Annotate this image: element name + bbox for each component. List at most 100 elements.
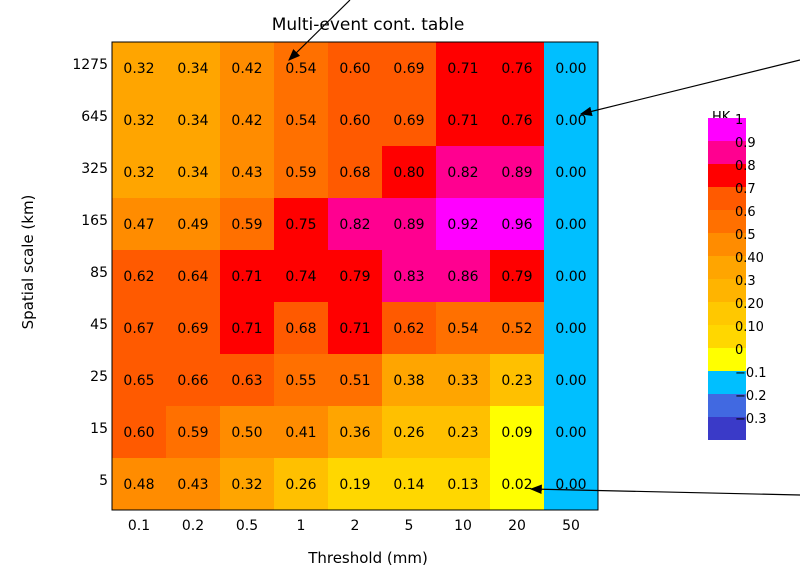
x-axis-label: Threshold (mm) [307, 549, 428, 567]
heatmap-cell [382, 354, 436, 406]
cell-value-label: 0.32 [231, 477, 262, 493]
cell-value-label: 0.34 [177, 113, 208, 129]
cell-value-label: 0.96 [501, 217, 532, 233]
cell-value-label: 0.62 [123, 269, 154, 285]
heatmap-cell [274, 250, 328, 302]
cell-value-label: 0.68 [339, 165, 370, 181]
heatmap-cell [112, 146, 166, 198]
heatmap-cell [544, 302, 598, 354]
heatmap-cell [274, 458, 328, 510]
heatmap-cell [544, 250, 598, 302]
cell-value-label: 0.67 [123, 321, 154, 337]
x-tick-label: 0.5 [236, 518, 258, 534]
cell-value-label: 0.00 [555, 61, 586, 77]
heatmap-cell [112, 250, 166, 302]
heatmap-cell [436, 354, 490, 406]
cell-value-label: 0.59 [177, 425, 208, 441]
cell-value-label: 0.82 [339, 217, 370, 233]
heatmap-cell [382, 458, 436, 510]
y-tick-label: 165 [81, 213, 108, 229]
cell-value-label: 0.66 [177, 373, 208, 389]
heatmap-cell [166, 458, 220, 510]
cell-value-label: 0.32 [123, 61, 154, 77]
heatmap-cell [274, 198, 328, 250]
heatmap-cell [382, 406, 436, 458]
cell-value-label: 0.64 [177, 269, 208, 285]
cell-value-label: 0.86 [447, 269, 478, 285]
colorbar-label: 0.3 [735, 274, 756, 289]
annotation-arrow [529, 484, 800, 496]
heatmap-cell [166, 198, 220, 250]
heatmap-cell [382, 250, 436, 302]
cell-value-label: 0.65 [123, 373, 154, 389]
heatmap-cell [328, 198, 382, 250]
cell-value-label: 0.09 [501, 425, 532, 441]
heatmap-cell [220, 94, 274, 146]
colorbar-swatch [708, 302, 746, 325]
colorbar-label: −0.3 [735, 412, 767, 427]
colorbar-label: 0.40 [735, 251, 764, 266]
heatmap-cell [436, 198, 490, 250]
heatmap-cell [274, 406, 328, 458]
heatmap-cell [328, 354, 382, 406]
heatmap-cell [220, 250, 274, 302]
colorbar-swatch [708, 279, 746, 302]
heatmap-cell [436, 406, 490, 458]
heatmap-cell [220, 302, 274, 354]
cell-value-label: 0.00 [555, 217, 586, 233]
cell-value-label: 0.69 [393, 61, 424, 77]
cell-value-label: 0.59 [231, 217, 262, 233]
cell-value-label: 0.33 [447, 373, 478, 389]
x-tick-label: 50 [562, 518, 580, 534]
cell-value-label: 0.50 [231, 425, 262, 441]
cell-value-label: 0.19 [339, 477, 370, 493]
colorbar-label: 0.6 [735, 205, 756, 220]
cell-value-label: 0.59 [285, 165, 316, 181]
cell-value-label: 0.00 [555, 165, 586, 181]
heatmap-cell [436, 94, 490, 146]
cell-value-label: 0.74 [285, 269, 316, 285]
heatmap-cell [166, 406, 220, 458]
cell-value-label: 0.32 [123, 165, 154, 181]
heatmap-cell [274, 146, 328, 198]
cell-value-label: 0.71 [339, 321, 370, 337]
cell-value-label: 0.55 [285, 373, 316, 389]
heatmap-cell [112, 458, 166, 510]
colorbar-swatch [708, 187, 746, 210]
heatmap-cell [544, 42, 598, 94]
cell-value-label: 0.36 [339, 425, 370, 441]
heatmap-cell [382, 302, 436, 354]
colorbar-swatch [708, 256, 746, 279]
heatmap-cell [328, 302, 382, 354]
y-tick-label: 45 [90, 317, 108, 333]
chart-title: Multi-event cont. table [272, 15, 465, 35]
colorbar-swatch [708, 210, 746, 233]
colorbar-swatch [708, 118, 746, 141]
heatmap-cell [490, 42, 544, 94]
heatmap-cell [112, 198, 166, 250]
cell-value-label: 0.49 [177, 217, 208, 233]
heatmap-cell [490, 146, 544, 198]
heatmap-cell [328, 250, 382, 302]
cell-value-label: 0.80 [393, 165, 424, 181]
y-tick-label: 25 [90, 369, 108, 385]
colorbar-label: −0.2 [735, 389, 767, 404]
heatmap-cell [544, 198, 598, 250]
cell-value-label: 0.71 [231, 269, 262, 285]
cell-value-label: 0.60 [339, 61, 370, 77]
cell-value-label: 0.54 [447, 321, 478, 337]
cell-value-label: 0.60 [123, 425, 154, 441]
heatmap-cell [436, 458, 490, 510]
heatmap-cell [274, 354, 328, 406]
heatmap-cell [274, 42, 328, 94]
colorbar-label: −0.1 [735, 366, 767, 381]
cell-value-label: 0.60 [339, 113, 370, 129]
cell-value-label: 0.71 [447, 61, 478, 77]
heatmap-cell [274, 94, 328, 146]
colorbar-swatch [708, 325, 746, 348]
colorbar-swatch [708, 164, 746, 187]
heatmap-cell [490, 302, 544, 354]
cell-value-label: 0.76 [501, 113, 532, 129]
cell-value-label: 0.71 [231, 321, 262, 337]
